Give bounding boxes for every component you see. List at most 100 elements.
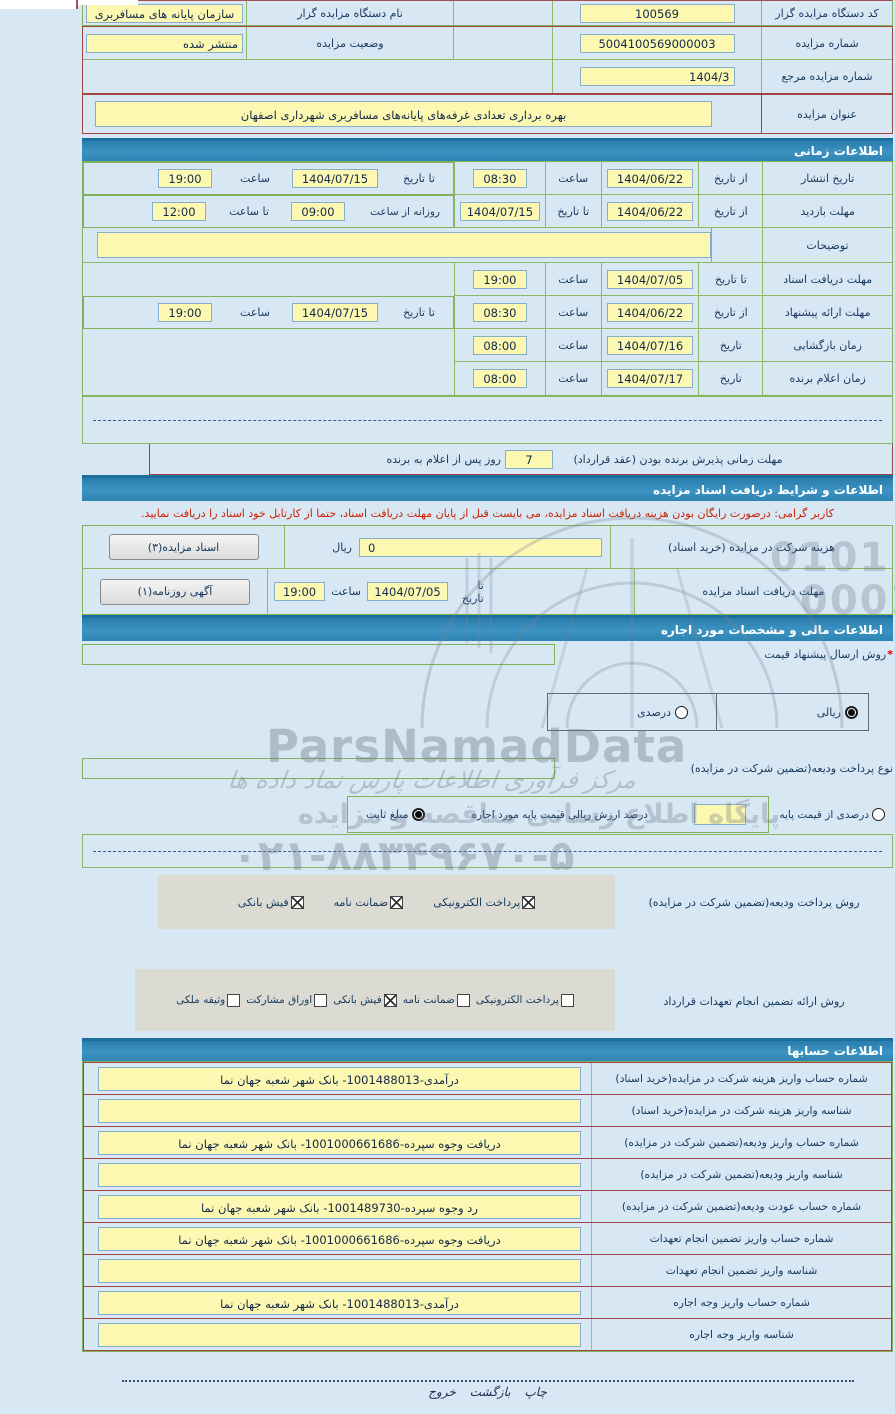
rial-radio[interactable]	[845, 705, 858, 719]
visit-from-date-field[interactable]: 1404/06/22	[607, 201, 694, 221]
option-label: ضمانت نامه	[402, 994, 455, 1006]
offer-to-time-field[interactable]: 19:00	[158, 303, 212, 322]
spacer-cell	[453, 1, 552, 25]
row-deposit-method: روش پرداخت ودیعه(تضمین شرکت در مزایده) پ…	[82, 868, 893, 936]
row-base-price: درصدی از قیمت پایه درصد ارزش ریالی قیمت …	[82, 795, 893, 834]
fee-field[interactable]: 0	[359, 537, 602, 557]
auction-docs-button[interactable]: اسناد مزایده(۳)	[108, 534, 259, 560]
org-code-field[interactable]: 100569	[579, 3, 735, 23]
section-header-accounts: اطلاعات حسابها	[82, 1038, 893, 1061]
account-field[interactable]	[98, 1258, 581, 1283]
account-field[interactable]: درآمدی-1001488013- بانک شهر شعبه جهان نم…	[98, 1066, 581, 1091]
row-visit: مهلت بازدید از تاریخ 1404/06/22 تا تاریخ…	[83, 195, 892, 228]
percent-radio[interactable]	[675, 705, 688, 719]
date-label: تاریخ	[698, 329, 762, 361]
notes-label: توضیحات	[762, 228, 892, 262]
account-field[interactable]: دریافت وجوه سپرده-1001000661686- بانک شه…	[98, 1130, 581, 1155]
account-field[interactable]: رد وجوه سپرده-1001489730- بانک شهر شعبه …	[98, 1194, 581, 1219]
account-field[interactable]	[98, 1162, 581, 1187]
docs-deadline-time-field[interactable]: 19:00	[273, 582, 326, 601]
accept-days-field[interactable]: 7	[505, 449, 553, 469]
visit-daily-to-field[interactable]: 12:00	[152, 202, 206, 221]
account-field[interactable]	[98, 1322, 581, 1347]
exit-link[interactable]: خروج	[428, 1385, 456, 1399]
opening-date-field[interactable]: 1404/07/16	[607, 335, 694, 355]
winner-date-field[interactable]: 1404/07/17	[607, 369, 694, 388]
electronic-payment-checkbox[interactable]	[560, 993, 574, 1007]
bank-receipt-checkbox[interactable]	[290, 895, 304, 909]
base-percent-radio[interactable]	[872, 808, 885, 821]
top-left-cutoff-box	[0, 0, 78, 9]
percent-label: درصدی	[637, 705, 671, 719]
hour-label: ساعت	[240, 306, 270, 319]
account-field[interactable]: درآمدی-1001488013- بانک شهر شعبه جهان نم…	[98, 1290, 581, 1315]
from-date-label: از تاریخ	[698, 195, 762, 227]
auction-no-label: شماره مزایده	[761, 27, 892, 59]
org-name-field[interactable]: سازمان پایانه های مسافربری	[86, 3, 243, 23]
status-field[interactable]: منتشر شده	[86, 33, 243, 53]
guarantee-letter-checkbox[interactable]	[456, 993, 470, 1007]
notes-field[interactable]	[97, 232, 711, 258]
option-guarantee-letter[interactable]: ضمانت نامه	[334, 895, 404, 909]
offer-from-time-field[interactable]: 08:30	[472, 302, 527, 322]
account-label: شماره حساب واریز تضمین انجام تعهدات	[591, 1223, 891, 1254]
fixed-amount-radio[interactable]	[412, 808, 426, 821]
account-field[interactable]: دریافت وجوه سپرده-1001000661686- بانک شه…	[98, 1226, 581, 1251]
publish-from-date-field[interactable]: 1404/06/22	[607, 168, 694, 188]
ref-no-label: شماره مزایده مرجع	[761, 60, 892, 93]
account-label: شماره حساب عودت ودیعه(تضمین شرکت در مزای…	[591, 1191, 891, 1222]
from-date-label: از تاریخ	[698, 296, 762, 328]
rial-label: ریالی	[816, 705, 841, 719]
ref-no-field[interactable]: 1404/3	[579, 67, 735, 86]
option-electronic-payment[interactable]: پرداخت الکترونیکی	[476, 993, 574, 1007]
option-label: پرداخت الکترونیکی	[433, 895, 521, 909]
publish-to-time-field[interactable]: 19:00	[158, 169, 212, 188]
print-link[interactable]: چاپ	[524, 1385, 547, 1399]
auction-title-field[interactable]: بهره برداری تعدادی غرفه‌های پایانه‌های م…	[95, 101, 712, 127]
back-link[interactable]: بازگشت	[469, 1385, 511, 1399]
newspaper-ad-button[interactable]: آگهی روزنامه(۱)	[99, 578, 250, 605]
account-field[interactable]	[98, 1098, 581, 1123]
row-deposit-type: نوع پرداخت ودیعه(تضمین شرکت در مزایده)	[82, 756, 893, 781]
section-header-financial: اطلاعات مالی و مشخصات مورد اجاره	[82, 615, 893, 641]
account-label: شناسه واریز تضمین انجام تعهدات	[591, 1255, 891, 1286]
receive-date-field[interactable]: 1404/07/05	[607, 269, 694, 289]
option-bank-receipt[interactable]: فیش بانکی	[333, 993, 397, 1007]
publish-to-date-field[interactable]: 1404/07/15	[292, 169, 378, 188]
account-label: شناسه واریز هزینه شرکت در مزایده(خرید اس…	[591, 1095, 891, 1126]
docs-deadline-date-field[interactable]: 1404/07/05	[367, 582, 449, 601]
hour-label: ساعت	[544, 263, 601, 295]
participation-bonds-checkbox[interactable]	[314, 993, 328, 1007]
property-collateral-checkbox[interactable]	[227, 993, 241, 1007]
spacer-cell	[711, 228, 762, 262]
option-property-collateral[interactable]: وثیقه ملکی	[176, 993, 241, 1007]
bank-receipt-checkbox[interactable]	[383, 993, 397, 1007]
to-date-label: تا تاریخ	[403, 306, 435, 319]
option-electronic-payment[interactable]: پرداخت الکترونیکی	[433, 895, 536, 909]
option-bank-receipt[interactable]: فیش بانکی	[237, 895, 304, 909]
opening-time-field[interactable]: 08:00	[472, 335, 527, 355]
offer-to-date-field[interactable]: 1404/07/15	[292, 303, 378, 322]
row-publish: تاریخ انتشار از تاریخ 1404/06/22 ساعت 08…	[83, 162, 892, 195]
opening-label: زمان بازگشایی	[762, 329, 892, 361]
receive-time-field[interactable]: 19:00	[472, 269, 527, 289]
top-left-cutoff-box-2	[78, 0, 138, 5]
auction-no-field[interactable]: 5004100569000003	[579, 33, 735, 53]
publish-from-time-field[interactable]: 08:30	[472, 168, 527, 188]
base-percent-value-field[interactable]	[694, 804, 746, 825]
option-label: فیش بانکی	[333, 994, 382, 1006]
offer-from-date-field[interactable]: 1404/06/22	[607, 302, 694, 322]
deposit-method-label: روش پرداخت ودیعه(تضمین شرکت در مزایده)	[648, 895, 860, 909]
option-label: فیش بانکی	[237, 895, 289, 909]
visit-daily-from-field[interactable]: 09:00	[291, 202, 345, 221]
publish-label: تاریخ انتشار	[762, 162, 892, 194]
option-guarantee-letter[interactable]: ضمانت نامه	[402, 993, 470, 1007]
guarantee-letter-checkbox[interactable]	[390, 895, 404, 909]
option-participation-bonds[interactable]: اوراق مشارکت	[246, 993, 328, 1007]
row-docs-deadline: مهلت دریافت اسناد مزایده تا تاریخ 1404/0…	[83, 569, 892, 614]
row-receive-docs: مهلت دریافت اسناد تا تاریخ 1404/07/05 سا…	[83, 263, 892, 296]
visit-to-date-field[interactable]: 1404/07/15	[459, 201, 540, 221]
winner-time-field[interactable]: 08:00	[472, 369, 527, 388]
electronic-payment-checkbox[interactable]	[522, 895, 536, 909]
account-label: شماره حساب واریز وجه اجاره	[591, 1287, 891, 1318]
